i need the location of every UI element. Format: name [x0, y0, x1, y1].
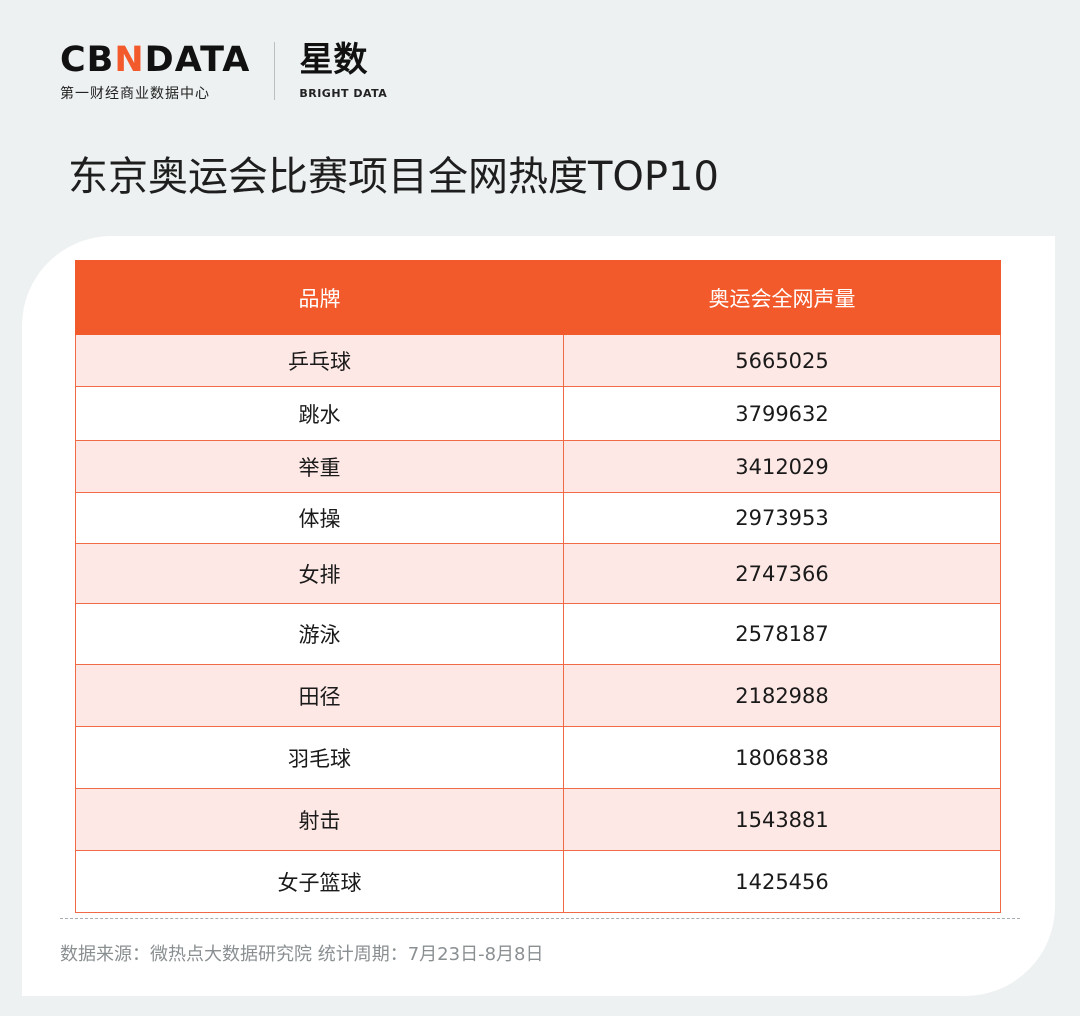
data-source-note: 数据来源：微热点大数据研究院 统计周期：7月23日-8月8日 — [60, 944, 544, 965]
cell-volume: 1806838 — [563, 726, 1001, 789]
cell-volume: 2973953 — [563, 492, 1001, 544]
cell-brand: 体操 — [75, 492, 564, 544]
cell-volume: 5665025 — [563, 334, 1001, 387]
cbndata-wordmark: CBNDATA — [60, 40, 250, 80]
table-header-row: 品牌 奥运会全网声量 — [75, 260, 1001, 335]
wordmark-accent: N — [114, 40, 145, 80]
brightdata-logo: 星数 BRIGHT DATA — [299, 40, 387, 103]
table-row: 体操 2973953 — [75, 492, 1001, 544]
cell-brand: 羽毛球 — [75, 726, 564, 789]
page-title: 东京奥运会比赛项目全网热度TOP10 — [68, 154, 719, 200]
table-row: 举重 3412029 — [75, 440, 1001, 493]
cell-brand: 游泳 — [75, 603, 564, 665]
table-row: 跳水 3799632 — [75, 386, 1001, 441]
logo-divider — [274, 42, 276, 100]
logo-block: CBNDATA 第一财经商业数据中心 星数 BRIGHT DATA — [60, 40, 387, 104]
cell-volume: 2182988 — [563, 664, 1001, 727]
cell-brand: 跳水 — [75, 386, 564, 441]
xingshu-wordmark: 星数 — [299, 40, 368, 80]
table-row: 射击 1543881 — [75, 788, 1001, 851]
cell-brand: 射击 — [75, 788, 564, 851]
cbndata-logo: CBNDATA 第一财经商业数据中心 — [60, 40, 250, 103]
cell-brand: 女排 — [75, 543, 564, 604]
table-row: 羽毛球 1806838 — [75, 726, 1001, 789]
ranking-table-wrap: 品牌 奥运会全网声量 乒乓球 5665025 跳水 3799632 举重 341… — [75, 260, 1001, 913]
cell-volume: 3412029 — [563, 440, 1001, 493]
table-row: 游泳 2578187 — [75, 603, 1001, 665]
cell-volume: 1543881 — [563, 788, 1001, 851]
cell-brand: 举重 — [75, 440, 564, 493]
column-header-brand: 品牌 — [75, 260, 564, 335]
cell-volume: 2747366 — [563, 543, 1001, 604]
cell-brand: 田径 — [75, 664, 564, 727]
table-row: 田径 2182988 — [75, 664, 1001, 727]
brightdata-subtitle: BRIGHT DATA — [299, 87, 388, 100]
ranking-table: 品牌 奥运会全网声量 乒乓球 5665025 跳水 3799632 举重 341… — [75, 260, 1001, 913]
cell-brand: 乒乓球 — [75, 334, 564, 387]
table-row: 女排 2747366 — [75, 543, 1001, 604]
cell-volume: 3799632 — [563, 386, 1001, 441]
cell-brand: 女子篮球 — [75, 850, 564, 913]
footer-divider — [60, 918, 1020, 919]
wordmark-pre: CB — [60, 40, 115, 80]
table-row: 女子篮球 1425456 — [75, 850, 1001, 913]
cell-volume: 2578187 — [563, 603, 1001, 665]
cell-volume: 1425456 — [563, 850, 1001, 913]
table-row: 乒乓球 5665025 — [75, 334, 1001, 387]
wordmark-post: DATA — [144, 40, 251, 80]
column-header-volume: 奥运会全网声量 — [563, 260, 1001, 335]
cbndata-subtitle: 第一财经商业数据中心 — [60, 86, 210, 102]
